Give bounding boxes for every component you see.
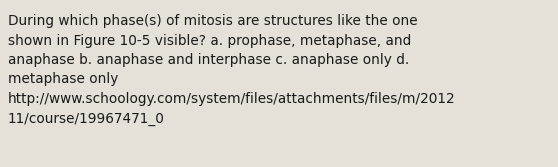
Text: http://www.schoology.com/system/files/attachments/files/m/2012: http://www.schoology.com/system/files/at… <box>8 92 456 106</box>
Text: During which phase(s) of mitosis are structures like the one: During which phase(s) of mitosis are str… <box>8 14 417 28</box>
Text: 11/course/19967471_0: 11/course/19967471_0 <box>8 112 165 125</box>
Text: anaphase b. anaphase and interphase c. anaphase only d.: anaphase b. anaphase and interphase c. a… <box>8 53 409 67</box>
Text: shown in Figure 10-5 visible? a. prophase, metaphase, and: shown in Figure 10-5 visible? a. prophas… <box>8 34 411 47</box>
Text: metaphase only: metaphase only <box>8 72 118 87</box>
